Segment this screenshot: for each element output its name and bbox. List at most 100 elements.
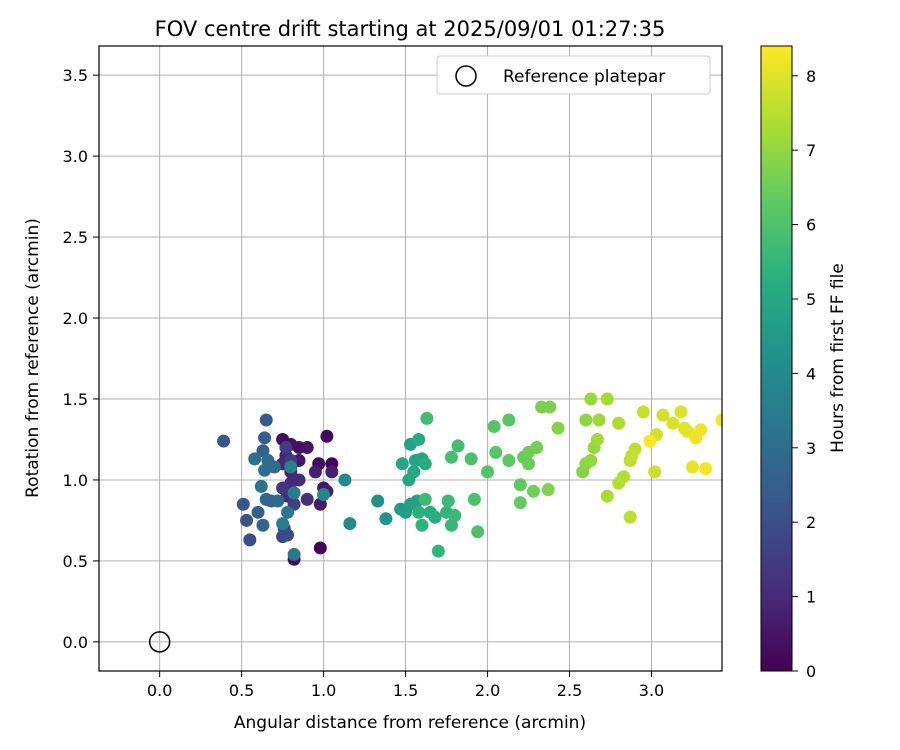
data-point [526, 484, 540, 498]
x-tick-label: 0.5 [229, 681, 254, 700]
data-point [600, 489, 614, 503]
data-point [464, 452, 478, 466]
data-point [259, 413, 273, 427]
data-point [612, 416, 626, 430]
y-tick-label: 0.0 [63, 633, 88, 652]
data-point [592, 413, 606, 427]
data-point [451, 439, 465, 453]
data-point [502, 454, 516, 468]
colorbar-gradient [760, 45, 793, 672]
data-point [418, 457, 432, 471]
data-point [600, 392, 614, 406]
data-point [287, 486, 301, 500]
data-point [271, 494, 285, 508]
data-point [625, 449, 639, 463]
data-point [217, 434, 231, 448]
data-point [636, 405, 650, 419]
data-point [281, 505, 295, 519]
grid-lines [99, 46, 722, 671]
data-point [395, 457, 409, 471]
data-point [256, 518, 270, 532]
data-point [407, 465, 421, 479]
x-tick-label: 2.5 [557, 681, 582, 700]
colorbar-tick-label: 8 [806, 67, 816, 86]
colorbar-tick-label: 7 [806, 141, 816, 160]
colorbar-tick-label: 1 [806, 588, 816, 607]
data-point [371, 494, 385, 508]
x-tick-label: 0.0 [147, 681, 172, 700]
chart-title: FOV centre drift starting at 2025/09/01 … [155, 17, 666, 41]
y-tick-label: 1.5 [63, 390, 88, 409]
data-point [481, 465, 495, 479]
data-point [467, 492, 481, 506]
colorbar-tick-label: 6 [806, 216, 816, 235]
data-point [256, 444, 270, 458]
data-point [412, 432, 426, 446]
data-point [448, 509, 462, 523]
plot-frame [98, 45, 723, 672]
data-point [412, 505, 426, 519]
data-point [648, 465, 662, 479]
data-point [428, 510, 442, 524]
data-point [258, 463, 272, 477]
data-point [418, 492, 432, 506]
x-tick-label: 1.0 [311, 681, 336, 700]
data-point [276, 481, 290, 495]
colorbar-tick-label: 5 [806, 290, 816, 309]
legend: Reference platepar [436, 55, 711, 95]
reference-point-marker [148, 631, 171, 653]
data-point [584, 454, 598, 468]
data-point [338, 473, 352, 487]
data-point [444, 450, 458, 464]
data-point [551, 421, 565, 435]
colorbar-tick-label: 0 [806, 662, 816, 681]
legend-marker [455, 65, 477, 87]
data-point [513, 478, 527, 492]
x-axis-ticks: 0.0 0.5 1.0 1.5 2.0 2.5 3.0 [147, 671, 664, 700]
data-point [284, 460, 298, 474]
data-point [699, 462, 713, 476]
data-point [522, 457, 536, 471]
data-point [276, 517, 290, 531]
data-point [317, 488, 331, 502]
x-axis-label: Angular distance from reference (arcmin) [234, 713, 586, 733]
data-point [300, 441, 314, 455]
data-point [343, 517, 357, 531]
data-point [300, 492, 314, 506]
y-tick-label: 3.5 [63, 66, 88, 85]
colorbar-label: Hours from first FF file [828, 263, 848, 453]
data-point [308, 465, 322, 479]
data-point [281, 528, 295, 542]
data-point [579, 413, 593, 427]
y-axis-label: Rotation from reference (arcmin) [23, 218, 43, 498]
data-point [258, 431, 272, 445]
legend-box [436, 55, 711, 95]
data-point [292, 473, 306, 487]
data-point [325, 465, 339, 479]
y-tick-label: 2.5 [63, 228, 88, 247]
x-tick-label: 3.0 [639, 681, 664, 700]
colorbar-ticks: 0 1 2 3 4 5 6 7 8 [792, 67, 816, 681]
data-point [656, 408, 670, 422]
data-point [530, 441, 544, 455]
colorbar-tick-label: 4 [806, 364, 816, 383]
data-point [541, 483, 555, 497]
data-point [313, 541, 327, 555]
data-point [623, 510, 637, 524]
data-point [254, 479, 268, 493]
data-point [420, 411, 434, 425]
data-point [590, 432, 604, 446]
data-point [643, 434, 657, 448]
data-point [685, 460, 699, 474]
data-point [379, 512, 393, 526]
x-tick-label: 1.5 [393, 681, 418, 700]
data-point [694, 423, 708, 437]
data-point [617, 470, 631, 484]
data-point [287, 547, 301, 561]
data-point [471, 525, 485, 539]
y-axis-ticks: 0.0 0.5 1.0 1.5 2.0 2.5 3.0 3.5 [63, 66, 99, 652]
colorbar: 0 1 2 3 4 5 6 7 8 Hours from first FF file [760, 45, 848, 681]
data-point [248, 452, 262, 466]
data-point [502, 413, 516, 427]
data-point [236, 497, 250, 511]
